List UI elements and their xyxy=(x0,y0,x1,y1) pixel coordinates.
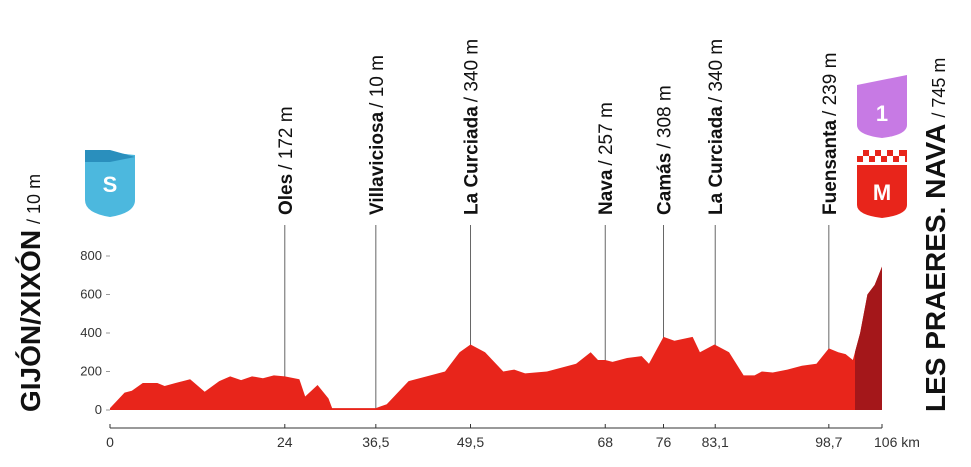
y-tick-label: 200 xyxy=(80,364,102,379)
profile-area xyxy=(110,266,882,410)
waypoint-elevation: / 239 m xyxy=(820,53,841,116)
finish-elevation: / 745 m xyxy=(929,58,949,118)
waypoint-label: Fuensanta / 239 m xyxy=(820,53,841,215)
climb-area xyxy=(855,266,882,410)
start-label: GIJÓN/XIXÓN / 10 m xyxy=(15,174,46,412)
waypoint-label: Villaviciosa / 10 m xyxy=(367,55,388,215)
x-tick-label: 24 xyxy=(277,434,293,450)
waypoint-label: La Curciada / 340 m xyxy=(462,39,483,215)
y-tick-label: 400 xyxy=(80,325,102,340)
waypoint-elevation: / 172 m xyxy=(276,106,297,169)
finish-icon-label: 1 xyxy=(876,101,888,126)
waypoint-label: Oles / 172 m xyxy=(276,106,297,215)
waypoint-name: La Curciada xyxy=(462,106,483,215)
waypoint-name: Camás xyxy=(655,153,676,215)
x-tick-label: 0 xyxy=(106,434,114,450)
waypoint-label: La Curciada / 340 m xyxy=(706,39,727,215)
start-icon-label: S xyxy=(103,172,118,197)
waypoint-name: Villaviciosa xyxy=(367,111,388,215)
finish-name: LES PRAERES. NAVA xyxy=(920,124,951,412)
waypoint-name: La Curciada xyxy=(706,106,727,215)
x-tick-label: 106 km xyxy=(874,434,920,450)
waypoint-elevation: / 340 m xyxy=(706,39,727,102)
waypoint-label: Camás / 308 m xyxy=(655,85,676,215)
waypoint-name: Oles xyxy=(276,174,297,215)
y-tick-label: 600 xyxy=(80,287,102,302)
finish-icon-label: M xyxy=(873,180,891,205)
waypoint-elevation: / 257 m xyxy=(596,102,617,165)
finish-label: LES PRAERES. NAVA / 745 m xyxy=(920,58,951,412)
finish-icons: 1 M xyxy=(857,75,907,218)
y-tick-label: 800 xyxy=(80,248,102,263)
waypoint-label: Nava / 257 m xyxy=(596,102,617,215)
x-tick-label: 83,1 xyxy=(702,434,729,450)
waypoint-elevation: / 10 m xyxy=(367,55,388,108)
start-icon: S xyxy=(85,150,135,217)
x-tick-label: 36,5 xyxy=(362,434,389,450)
x-tick-label: 49,5 xyxy=(457,434,484,450)
waypoint-name: Nava xyxy=(596,169,617,215)
y-tick-label: 0 xyxy=(95,402,102,417)
start-elevation: / 10 m xyxy=(24,174,44,224)
x-tick-label: 98,7 xyxy=(815,434,842,450)
waypoint-elevation: / 340 m xyxy=(462,39,483,102)
waypoint-name: Fuensanta xyxy=(820,120,841,215)
start-name: GIJÓN/XIXÓN xyxy=(15,230,46,412)
waypoint-elevation: / 308 m xyxy=(655,85,676,148)
x-tick-label: 68 xyxy=(597,434,613,450)
x-tick-label: 76 xyxy=(656,434,672,450)
